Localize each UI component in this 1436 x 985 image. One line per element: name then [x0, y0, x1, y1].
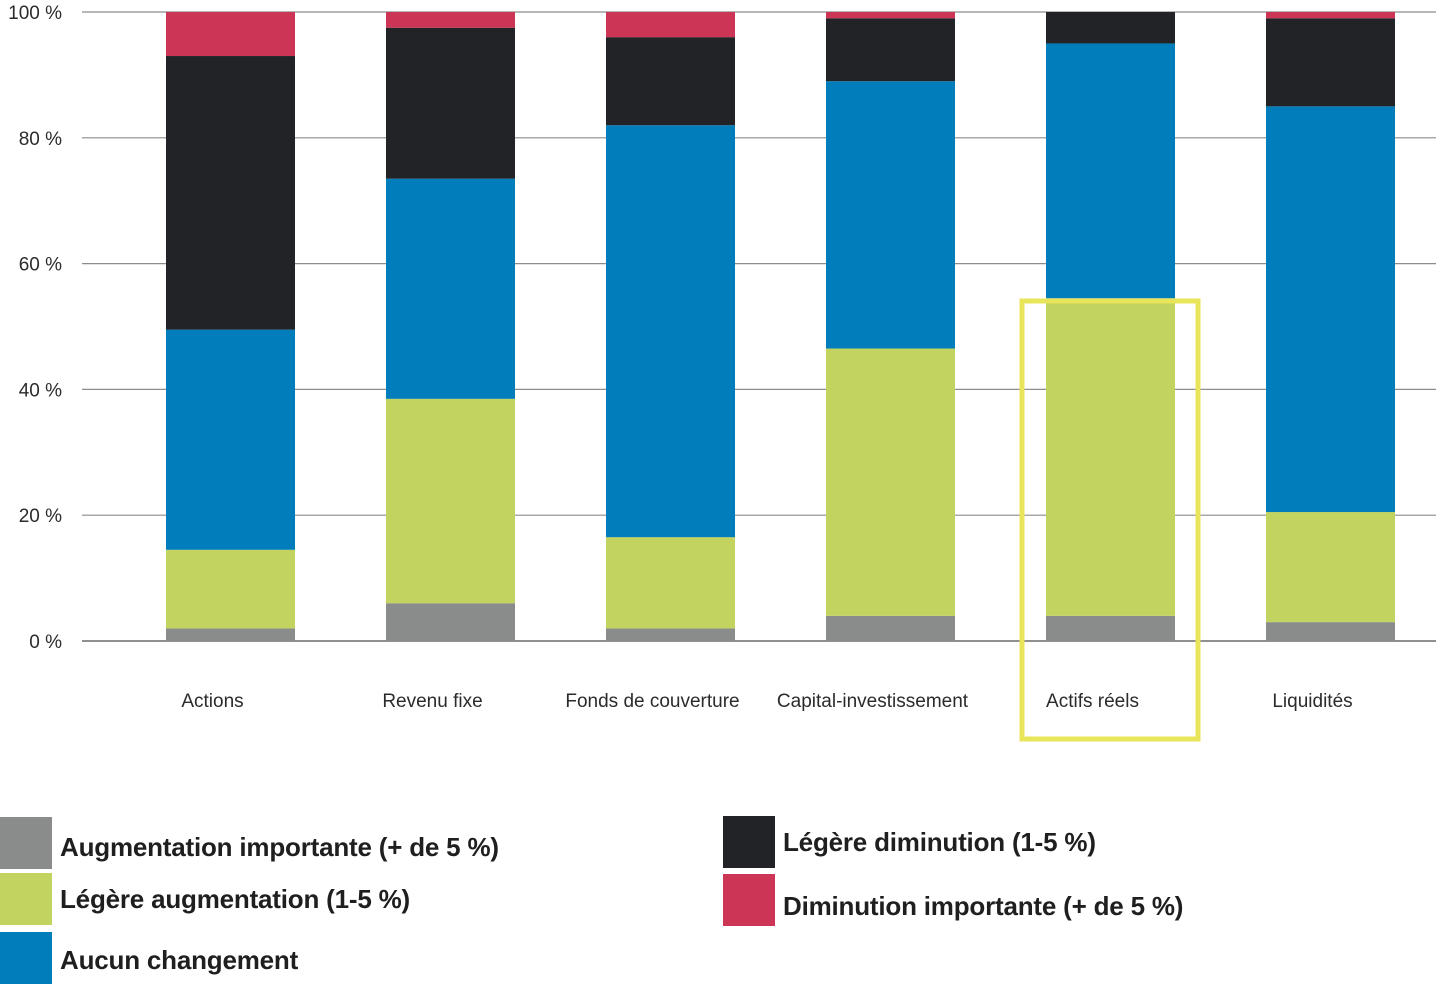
y-tick-label: 0 % — [29, 632, 62, 653]
bar-segment — [1266, 512, 1395, 623]
bar-segment — [166, 12, 295, 57]
bar-segment — [826, 18, 955, 82]
x-category-label: Fonds de couverture — [565, 691, 739, 712]
bar-segment — [606, 537, 735, 629]
bar-segment — [386, 398, 515, 604]
y-tick-label: 60 % — [19, 255, 62, 276]
highlight-frame — [1019, 298, 1201, 742]
bar-segment — [1046, 298, 1175, 616]
bar-segment — [166, 329, 295, 550]
bar-segment — [166, 549, 295, 629]
bar-segment — [386, 603, 515, 641]
bar-segment — [1046, 615, 1175, 641]
bar-segment — [606, 125, 735, 538]
bar-segment — [826, 81, 955, 349]
bar-segment — [826, 348, 955, 616]
bar-segment — [386, 178, 515, 399]
bar-segment — [166, 628, 295, 641]
y-tick-label: 100 % — [8, 3, 62, 24]
bar-segment — [606, 628, 735, 641]
y-tick-label: 80 % — [19, 129, 62, 150]
bar-segment — [1266, 622, 1395, 641]
bar-segment — [1046, 12, 1175, 44]
bar-segment — [386, 12, 515, 28]
bar-segment — [606, 37, 735, 126]
y-tick-label: 20 % — [19, 506, 62, 527]
x-category-label: Revenu fixe — [382, 691, 482, 712]
bar-segment — [1266, 106, 1395, 513]
bar-segment — [386, 27, 515, 179]
bar-segment — [1266, 12, 1395, 19]
x-category-label: Capital-investissement — [777, 691, 969, 712]
bar-segment — [1266, 18, 1395, 107]
y-tick-label: 40 % — [19, 380, 62, 401]
x-category-label: Actifs réels — [1046, 691, 1139, 712]
bar-segment — [826, 615, 955, 641]
x-category-label: Liquidités — [1272, 691, 1352, 712]
bar-segment — [606, 12, 735, 38]
x-category-label: Actions — [181, 691, 243, 712]
bar-segment — [826, 12, 955, 19]
bar-segment — [166, 56, 295, 330]
bar-segment — [1046, 43, 1175, 299]
